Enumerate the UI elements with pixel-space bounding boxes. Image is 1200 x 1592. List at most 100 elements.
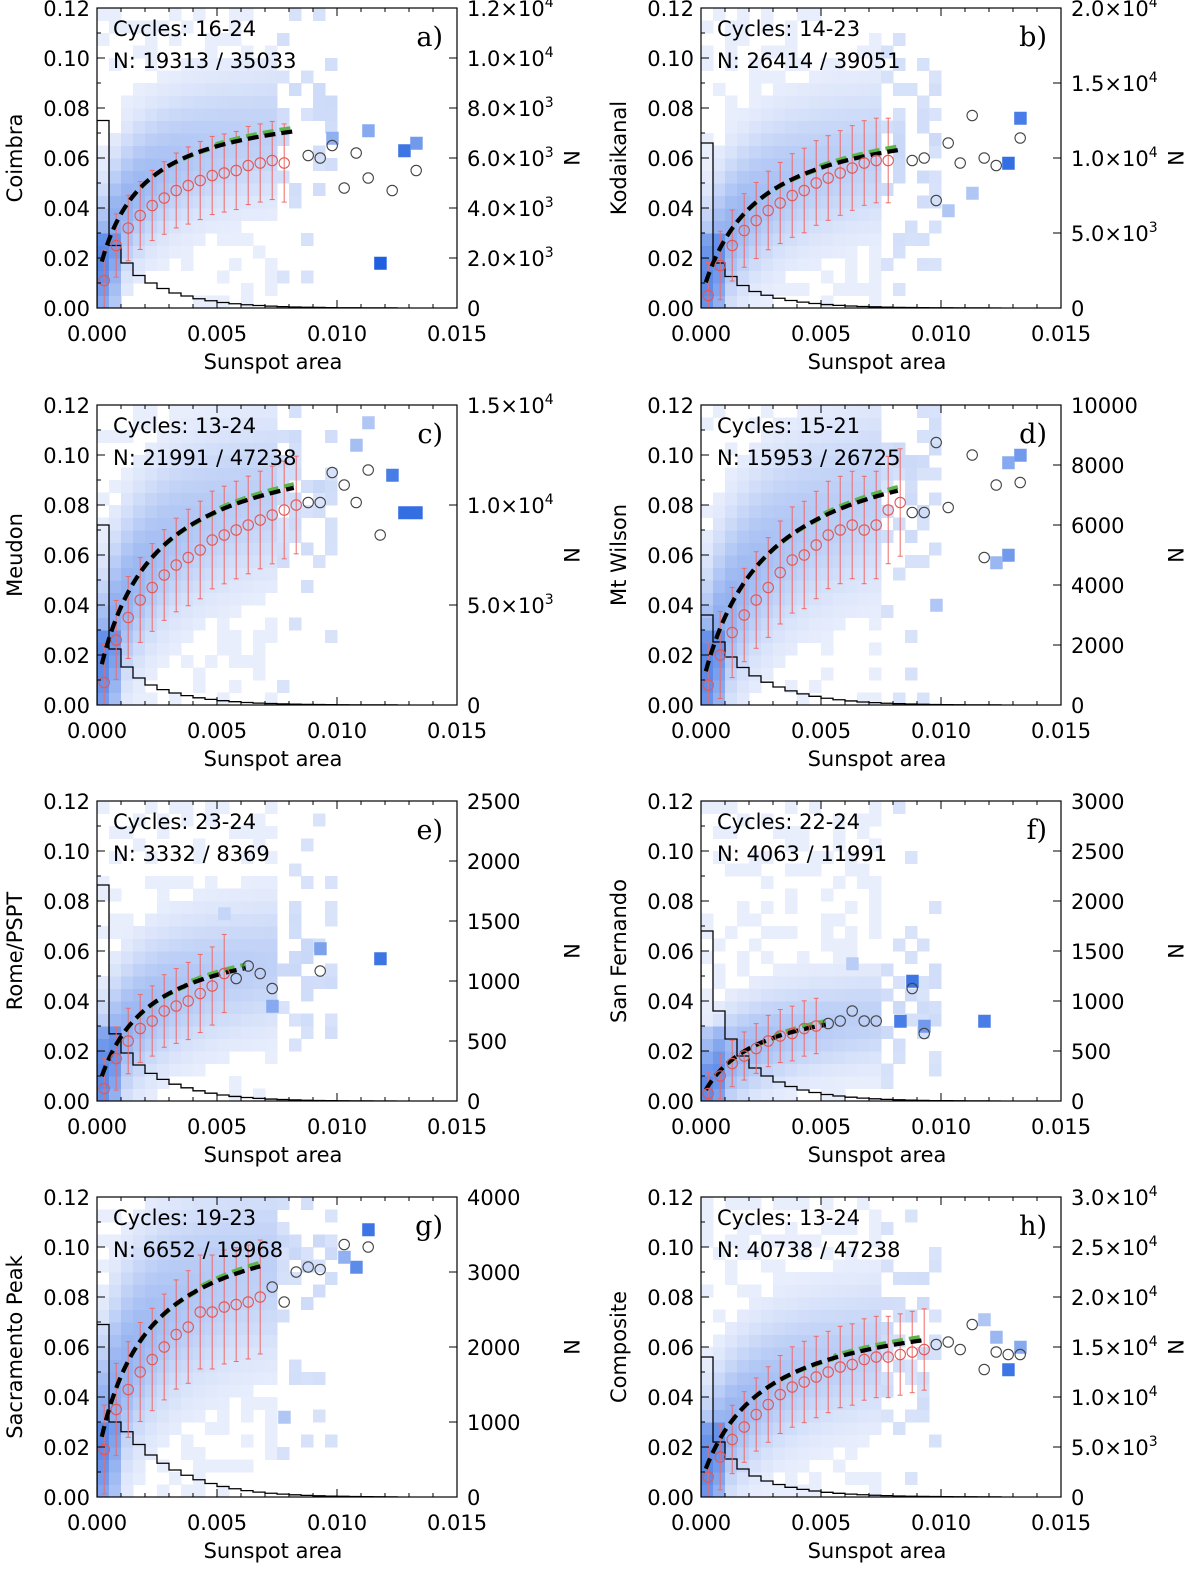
density-cell	[301, 108, 314, 121]
density-cell	[809, 1447, 822, 1460]
density-cell	[869, 1397, 882, 1410]
density-cell	[181, 1063, 194, 1077]
density-cell	[181, 1334, 194, 1348]
density-cell	[289, 195, 302, 209]
density-cell	[929, 542, 942, 556]
density-cell	[169, 876, 182, 889]
density-cell	[821, 1447, 834, 1460]
density-cell	[121, 1422, 134, 1435]
density-cell	[109, 851, 122, 864]
density-cell	[797, 1063, 810, 1077]
density-cell	[881, 988, 894, 1002]
density-cell	[821, 1409, 834, 1423]
count-annotation: N: 4063 / 11991	[717, 842, 887, 866]
density-cell	[737, 517, 750, 531]
density-cell	[193, 901, 206, 914]
density-cell	[181, 1038, 194, 1052]
x-tick-label: 0.005	[791, 1115, 851, 1139]
density-cell	[809, 95, 822, 109]
density-cell	[217, 1322, 230, 1335]
density-cell	[797, 1484, 810, 1497]
density-cell	[821, 1076, 834, 1089]
density-cell	[97, 1447, 110, 1460]
density-cell	[797, 283, 810, 296]
binned-mean-point	[702, 1471, 714, 1483]
density-cell	[181, 1409, 194, 1423]
density-cell	[785, 145, 798, 159]
density-cell	[229, 555, 242, 568]
density-cell	[737, 901, 750, 914]
density-cell	[157, 133, 170, 146]
density-cell	[833, 1222, 846, 1235]
density-cell	[749, 1334, 762, 1348]
density-cell	[193, 530, 206, 543]
binned-mean-point-sparse	[870, 1015, 882, 1027]
density-cell	[350, 1260, 363, 1274]
density-cell	[761, 876, 774, 889]
density-cell	[265, 83, 278, 96]
density-cell	[217, 1334, 230, 1348]
binned-mean-point	[762, 204, 774, 217]
density-cell	[845, 170, 858, 184]
density-cell	[217, 1222, 230, 1235]
density-cell	[821, 517, 834, 531]
density-cell	[809, 8, 822, 21]
x-tick-label: 0.000	[67, 1115, 127, 1139]
density-cell	[121, 1247, 134, 1260]
density-cell	[845, 1322, 858, 1335]
density-cell	[169, 1409, 182, 1423]
binned-mean-point-sparse	[846, 1005, 858, 1017]
density-cell	[229, 567, 242, 581]
right-tick-label: 2500	[467, 790, 520, 814]
density-cell	[145, 120, 158, 134]
density-cell	[725, 680, 738, 693]
density-cell	[857, 1051, 870, 1064]
density-cell	[181, 913, 194, 927]
density-cell	[785, 680, 798, 693]
density-cell	[833, 813, 846, 827]
density-cell	[217, 220, 230, 234]
x-tick-label: 0.000	[671, 719, 731, 743]
density-cell	[809, 145, 822, 159]
density-cell	[205, 1359, 218, 1373]
density-cell	[749, 258, 762, 271]
density-cell	[193, 1272, 206, 1285]
density-cell	[773, 655, 786, 668]
density-cell	[121, 133, 134, 146]
density-cell	[797, 505, 810, 518]
density-cell	[205, 1197, 218, 1210]
density-cell	[773, 1297, 786, 1310]
density-cell	[265, 1197, 278, 1210]
density-cell	[749, 1447, 762, 1460]
density-cell	[253, 630, 266, 643]
density-cell	[821, 1347, 834, 1360]
density-cell	[917, 1272, 930, 1285]
density-cell	[857, 467, 870, 481]
density-cell	[857, 442, 870, 456]
density-cell	[905, 530, 918, 543]
density-cell	[857, 233, 870, 246]
density-cell	[773, 245, 786, 259]
right-axis-label: N	[1163, 150, 1187, 166]
density-cell	[761, 1447, 774, 1460]
density-cell	[737, 630, 750, 643]
plot-area	[701, 1197, 1027, 1497]
density-cell	[713, 1484, 726, 1497]
density-cell	[145, 938, 158, 952]
density-cell	[857, 863, 870, 877]
density-cell	[833, 1272, 846, 1285]
density-cell	[157, 442, 170, 456]
density-cell	[277, 1222, 290, 1235]
binned-mean-point	[882, 154, 894, 167]
density-cell	[145, 1309, 158, 1323]
density-cell	[133, 20, 146, 34]
density-cell	[157, 813, 170, 827]
density-cell	[797, 988, 810, 1002]
density-cell	[809, 405, 822, 418]
density-cell	[725, 145, 738, 159]
density-cell	[749, 1422, 762, 1435]
density-cell	[97, 1397, 110, 1410]
density-cell	[713, 270, 726, 284]
right-tick-label: 1000	[1071, 990, 1124, 1014]
